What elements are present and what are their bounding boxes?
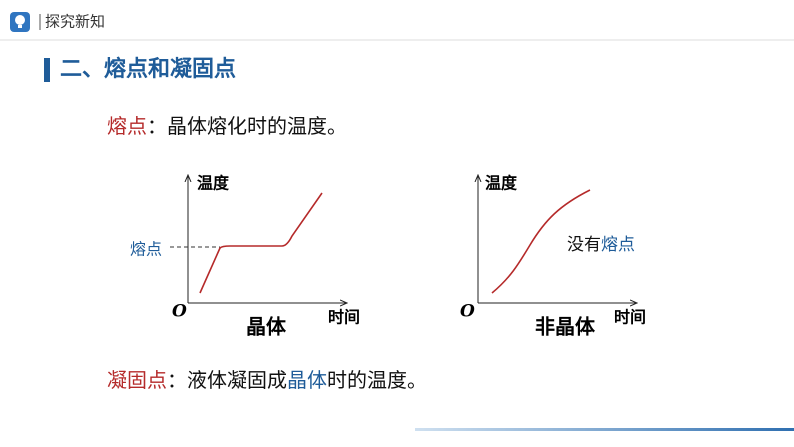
definition-text: 时的温度。 — [327, 368, 427, 392]
note-text: 没有 — [567, 235, 601, 255]
footer-rule — [415, 428, 794, 431]
x-label: 时间 — [328, 308, 360, 327]
y-label: 温度 — [484, 174, 518, 193]
note-term: 熔点 — [601, 235, 635, 255]
melting-point-label: 熔点 — [130, 240, 162, 259]
bulb — [15, 15, 25, 25]
definition: 凝固点：液体凝固成晶体时的温度。 — [107, 368, 427, 392]
origin: O — [460, 302, 475, 322]
header-title: 探究新知 — [45, 13, 105, 31]
x-label: 时间 — [614, 308, 646, 327]
graph-amorphous: 温度 时间 O 没有熔点 非晶体 — [460, 174, 646, 339]
definition: 熔点：晶体熔化时的温度。 — [107, 114, 347, 138]
term: 凝固点 — [107, 368, 167, 392]
note: 没有熔点 — [567, 235, 635, 255]
curve — [491, 189, 591, 294]
graph-crystal: 温度 时间 O 熔点 晶体 — [130, 174, 360, 339]
section-bar — [44, 58, 50, 82]
definition-text: ：液体凝固成 — [167, 368, 287, 392]
bulb-base — [18, 25, 22, 28]
definition-term: 晶体 — [287, 368, 327, 392]
term: 熔点 — [107, 114, 147, 138]
section-title: 二、熔点和凝固点 — [60, 56, 236, 82]
curve — [199, 192, 323, 294]
definition-text: ：晶体熔化时的温度。 — [147, 114, 347, 138]
caption: 非晶体 — [535, 315, 596, 339]
caption: 晶体 — [246, 315, 287, 339]
origin: O — [172, 302, 187, 322]
y-label: 温度 — [196, 174, 230, 193]
